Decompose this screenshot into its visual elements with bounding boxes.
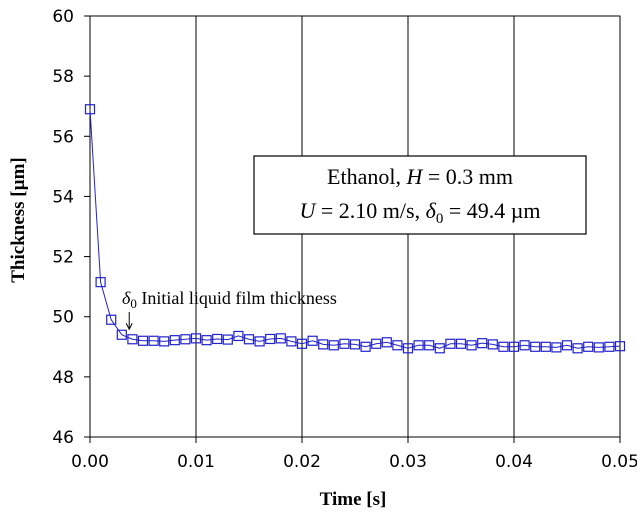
- x-tick-label: 0.02: [283, 452, 321, 472]
- x-tick-label: 0.04: [495, 452, 533, 472]
- y-tick-label: 58: [52, 67, 74, 87]
- data-point: [519, 340, 530, 351]
- data-point: [307, 335, 318, 346]
- data-point: [180, 334, 191, 345]
- data-point: [275, 333, 286, 344]
- y-axis-title: Thickness [µm]: [8, 157, 29, 283]
- annotation-line-1: Ethanol, H = 0.3 mm: [327, 164, 513, 189]
- data-point: [233, 330, 244, 342]
- x-axis-title: Time [s]: [320, 489, 387, 510]
- initial-film-arrowhead: [125, 323, 133, 331]
- data-point: [116, 329, 127, 340]
- data-point: [84, 104, 96, 115]
- data-point: [381, 337, 392, 348]
- data-point: [413, 340, 424, 351]
- data-point: [614, 341, 626, 352]
- data-point: [127, 334, 138, 345]
- x-tick-label: 0.05: [601, 452, 637, 472]
- data-point: [540, 341, 551, 352]
- initial-film-annotation: δ0 Initial liquid film thickness: [122, 288, 337, 331]
- data-point: [593, 342, 604, 353]
- initial-film-label: δ0 Initial liquid film thickness: [122, 288, 337, 311]
- data-point: [466, 340, 477, 351]
- data-point: [222, 334, 233, 345]
- data-point: [190, 333, 202, 344]
- data-point: [402, 343, 414, 354]
- y-tick-label: 48: [52, 368, 74, 388]
- plot-area-frame: [89, 15, 621, 438]
- data-point: [254, 336, 265, 347]
- data-point: [360, 341, 371, 352]
- data-point: [371, 338, 382, 349]
- x-tick-label: 0.03: [389, 452, 427, 472]
- data-point: [339, 338, 350, 349]
- data-point: [296, 338, 308, 349]
- tick-labels: 0.00 0.01 0.02 0.03 0.04 0.05 46 48 50 52 54 56 58 60: [52, 7, 637, 472]
- x-tick-label: 0.00: [71, 452, 109, 472]
- data-point: [583, 341, 594, 352]
- data-point: [201, 335, 212, 346]
- data-point: [328, 340, 339, 351]
- data-point: [508, 341, 520, 352]
- data-point: [318, 339, 329, 350]
- annotation-box: Ethanol, H = 0.3 mm U = 2.10 m/s, δ0 = 4…: [253, 155, 587, 235]
- data-point: [169, 335, 180, 346]
- y-tick-label: 50: [52, 308, 74, 328]
- data-point: [498, 341, 509, 352]
- data-point: [434, 343, 445, 354]
- data-series: [84, 104, 626, 354]
- data-point: [455, 338, 467, 349]
- y-tick-label: 56: [52, 127, 74, 147]
- data-point: [572, 343, 583, 354]
- axis-ticks: [84, 15, 621, 443]
- data-point: [265, 333, 276, 345]
- data-point: [487, 339, 498, 350]
- data-point: [424, 340, 435, 351]
- data-point: [212, 333, 223, 345]
- data-point: [477, 338, 488, 349]
- y-tick-label: 52: [52, 248, 74, 268]
- data-point: [530, 341, 541, 352]
- series-line: [89, 109, 621, 349]
- y-tick-label: 54: [52, 187, 74, 207]
- x-tick-label: 0.01: [177, 452, 215, 472]
- data-point: [349, 339, 361, 350]
- data-point: [137, 335, 149, 346]
- data-point: [243, 334, 255, 345]
- data-point: [604, 341, 615, 352]
- data-point: [561, 340, 573, 351]
- data-point: [159, 336, 170, 347]
- y-tick-label: 60: [52, 7, 74, 27]
- data-point: [148, 335, 159, 346]
- data-point: [392, 340, 403, 351]
- annotation-line-2: U = 2.10 m/s, δ0 = 49.4 µm: [299, 198, 540, 227]
- data-point: [286, 336, 297, 347]
- data-point: [95, 277, 106, 288]
- data-point: [106, 314, 117, 325]
- data-point: [551, 342, 562, 353]
- data-point: [445, 338, 456, 349]
- y-tick-label: 46: [52, 428, 74, 448]
